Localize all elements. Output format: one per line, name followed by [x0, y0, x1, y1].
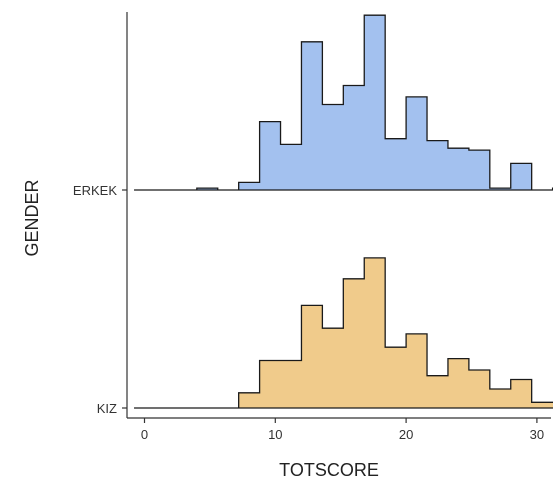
y-tick-label-erkek: ERKEK: [73, 183, 117, 198]
x-tick-label-0: 0: [141, 427, 148, 442]
x-tick-label-10: 10: [268, 427, 282, 442]
x-tick-label-20: 20: [399, 427, 413, 442]
x-tick-label-30: 30: [530, 427, 544, 442]
y-axis-title: GENDER: [22, 179, 42, 256]
ridge-kiz: [134, 257, 553, 409]
plot-area: [134, 14, 553, 409]
y-axis: ERKEK KIZ: [73, 12, 128, 418]
x-axis: 0 10 20 30: [127, 417, 551, 442]
x-axis-title: TOTSCORE: [279, 460, 379, 480]
ridge-erkek: [134, 14, 553, 191]
y-tick-label-kiz: KIZ: [97, 401, 117, 416]
